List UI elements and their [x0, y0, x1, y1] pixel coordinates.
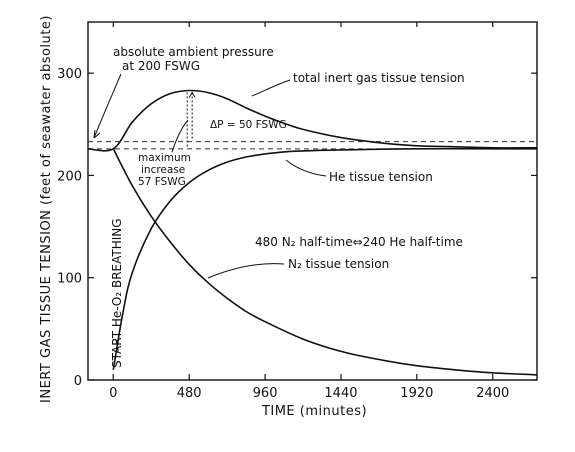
- annotation-halftime: 480 N₂ half-time⇔240 He half-time: [255, 235, 463, 249]
- leader-total: [251, 79, 291, 97]
- annotation-he: He tissue tension: [329, 170, 433, 184]
- x-tick-label: 2400: [476, 386, 509, 401]
- x-axis-label: TIME (minutes): [261, 404, 367, 419]
- annotation-delta: ΔP = 50 FSWG: [210, 119, 287, 131]
- annotation-total: total inert gas tissue tension: [293, 71, 465, 85]
- n2-tension-line: [112, 148, 538, 376]
- y-tick-label: 300: [57, 67, 82, 82]
- leader-max: [171, 119, 189, 153]
- delta-arrowhead: [188, 91, 196, 98]
- annotation-ambient: absolute ambient pressure: [113, 45, 274, 59]
- leader-ambient: [93, 73, 122, 139]
- annotation-ambient-2: at 200 FSWG: [122, 59, 200, 73]
- leader-n2: [207, 263, 285, 279]
- leader-he: [285, 159, 327, 177]
- x-tick-label: 960: [253, 386, 278, 401]
- annotation-max-1: maximum: [138, 152, 191, 164]
- y-tick-label: 200: [57, 169, 82, 184]
- y-axis-label: INERT GAS TISSUE TENSION (feet of seawat…: [39, 15, 54, 403]
- leader-ambient-arrowhead: [93, 129, 101, 139]
- annotation-start: START He-O₂ BREATHING: [110, 218, 124, 368]
- x-tick-label: 1920: [400, 386, 433, 401]
- y-tick-label: 100: [57, 272, 82, 287]
- annotation-n2: N₂ tissue tension: [288, 257, 389, 271]
- y-tick-label: 0: [74, 374, 82, 389]
- plot-frame: [87, 21, 538, 381]
- annotation-max-2: increase: [141, 164, 185, 176]
- x-tick-label: 480: [177, 386, 202, 401]
- total-tension-line: [87, 89, 538, 152]
- x-tick-label: 1440: [324, 386, 357, 401]
- x-tick-label: 0: [109, 386, 117, 401]
- annotation-max-3: 57 FSWG: [138, 176, 186, 188]
- he-tension-line: [112, 147, 537, 370]
